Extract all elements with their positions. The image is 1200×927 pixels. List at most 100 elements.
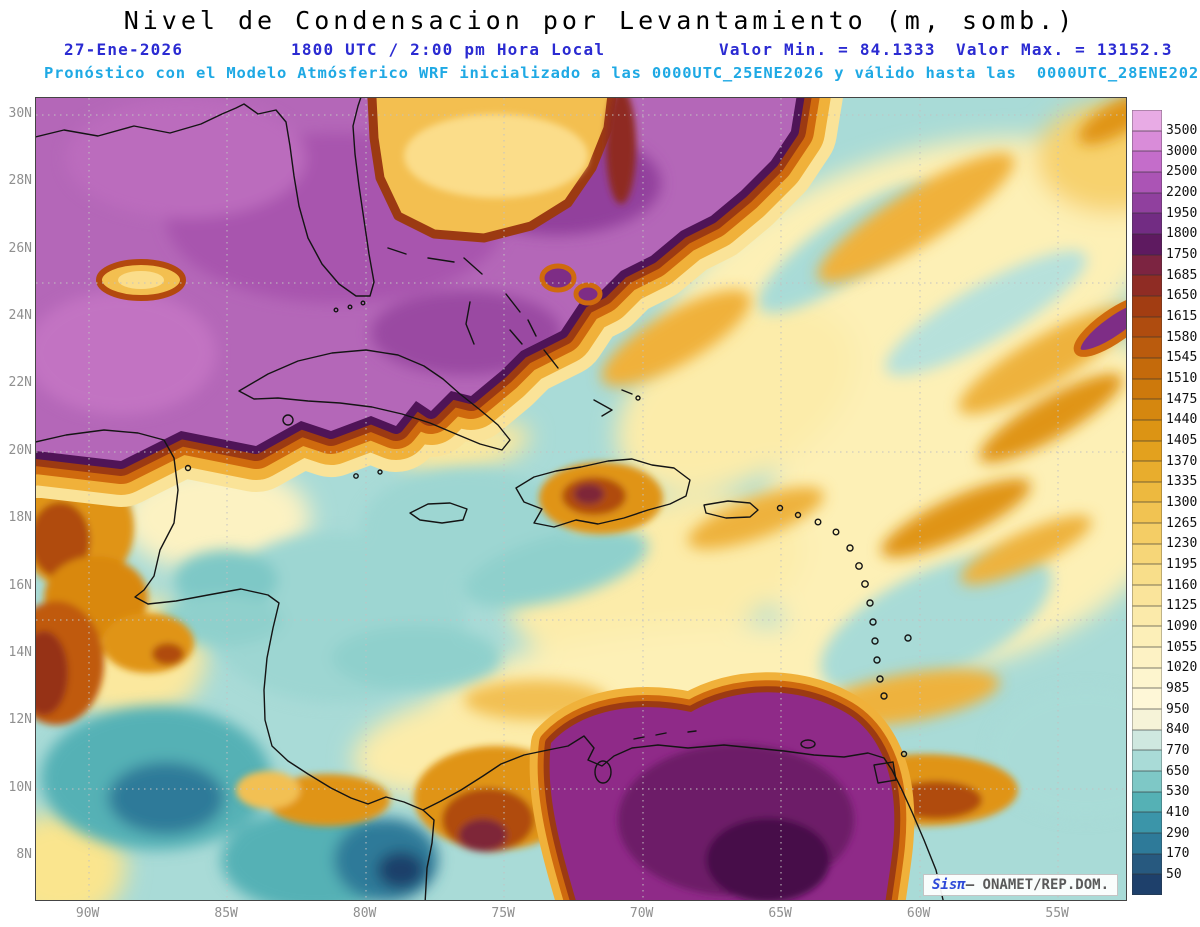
colorbar-level-label: 1370 <box>1166 453 1198 469</box>
colorbar-cell <box>1132 647 1162 668</box>
colorbar-cell <box>1132 502 1162 524</box>
valid-date: 27-Ene-2026 <box>64 40 184 59</box>
colorbar-cell <box>1132 378 1162 400</box>
value-min-label: Valor Min. = 84.1333 <box>719 40 936 59</box>
colorbar-cell <box>1132 254 1162 276</box>
colorbar-level-label: 1750 <box>1166 247 1198 263</box>
colorbar-level-label: 985 <box>1166 680 1190 696</box>
colorbar-level-label: 1685 <box>1166 267 1198 283</box>
colorbar-level-label: 1800 <box>1166 226 1198 242</box>
lon-tick-label: 75W <box>491 906 515 921</box>
lat-tick-label: 16N <box>8 577 32 593</box>
colorbar-level-label: 1020 <box>1166 660 1198 676</box>
colorbar-cell <box>1132 337 1162 358</box>
enclave-features <box>96 98 1126 357</box>
watermark-suffix: – ONAMET/REP.DOM. <box>965 877 1109 893</box>
colorbar-level-label: 530 <box>1166 784 1190 800</box>
colorbar-cell <box>1132 233 1162 255</box>
map-frame: Sisπ– ONAMET/REP.DOM. <box>35 97 1127 901</box>
colorbar-cell <box>1132 399 1162 420</box>
colorbar-level-label: 1580 <box>1166 329 1198 345</box>
lat-tick-label: 24N <box>8 308 32 324</box>
colorbar-level-label: 1545 <box>1166 350 1198 366</box>
colorbar-cell <box>1132 709 1162 730</box>
lon-tick-label: 85W <box>214 906 238 921</box>
colorbar-level-label: 1615 <box>1166 309 1198 325</box>
colorbar-cell <box>1132 667 1162 689</box>
colorbar-level-label: 1090 <box>1166 618 1198 634</box>
colorbar-cell <box>1132 295 1162 317</box>
colorbar-cell <box>1132 812 1162 833</box>
colorbar-cell <box>1132 316 1162 338</box>
colorbar-cell <box>1132 853 1162 875</box>
colorbar-cell <box>1132 440 1162 462</box>
lon-tick-label: 80W <box>352 906 377 921</box>
colorbar-cell <box>1132 357 1162 379</box>
header-line2: 27-Ene-2026 1800 UTC / 2:00 pm Hora Loca… <box>0 40 1200 62</box>
colorbar-cell <box>1132 110 1162 131</box>
colorbar-cell <box>1132 750 1162 771</box>
valid-time: 1800 UTC / 2:00 pm Hora Local <box>291 40 606 59</box>
lat-tick-label: 30N <box>8 105 32 121</box>
colorbar-cell <box>1132 626 1162 648</box>
lon-tick-label: 65W <box>768 906 792 921</box>
lat-tick-label: 8N <box>16 847 32 863</box>
coastlines <box>36 98 944 900</box>
colorbar-level-label: 1265 <box>1166 515 1198 531</box>
lon-tick-label: 60W <box>906 906 931 921</box>
watermark: Sisπ– ONAMET/REP.DOM. <box>922 874 1118 896</box>
colorbar-level-label: 840 <box>1166 722 1190 738</box>
colorbar-level-label: 1335 <box>1166 474 1198 490</box>
northwest-purple-region <box>36 98 843 507</box>
colorbar-level-label: 1440 <box>1166 412 1198 428</box>
colorbar-level-label: 1405 <box>1166 433 1198 449</box>
colorbar-cell <box>1132 874 1162 895</box>
colorbar-level-label: 1475 <box>1166 391 1198 407</box>
lat-tick-label: 20N <box>8 442 32 458</box>
lat-tick-label: 28N <box>8 173 32 189</box>
page-title: Nivel de Condensacion por Levantamiento … <box>123 6 1077 35</box>
south-purple-region <box>529 672 915 900</box>
colorbar-level-label: 3000 <box>1166 143 1198 159</box>
colorbar-level-label: 1230 <box>1166 536 1198 552</box>
colorbar-level-label: 1510 <box>1166 371 1198 387</box>
colorbar-level-label: 1125 <box>1166 598 1198 614</box>
colorbar-cell <box>1132 832 1162 854</box>
colorbar-level-label: 650 <box>1166 763 1190 779</box>
colorbar <box>1132 110 1162 895</box>
colorbar-cell <box>1132 151 1162 172</box>
colorbar-cell <box>1132 605 1162 627</box>
colorbar-level-label: 1950 <box>1166 205 1198 221</box>
lon-tick-label: 90W <box>75 906 100 921</box>
lat-tick-label: 22N <box>8 375 32 391</box>
colorbar-level-label: 410 <box>1166 804 1190 820</box>
colorbar-level-label: 2500 <box>1166 164 1198 180</box>
colorbar-level-label: 1300 <box>1166 495 1198 510</box>
colorbar-cell <box>1132 585 1162 606</box>
lat-tick-label: 14N <box>8 645 32 661</box>
colorbar-level-label: 1160 <box>1166 577 1198 593</box>
colorbar-cell <box>1132 771 1162 792</box>
lon-tick-label: 70W <box>629 906 654 921</box>
colorbar-cell <box>1132 564 1162 586</box>
forecast-note: Pronóstico con el Modelo Atmósferico WRF… <box>44 64 1200 82</box>
colorbar-cell <box>1132 543 1162 565</box>
colorbar-cell <box>1132 791 1162 813</box>
colorbar-level-label: 1650 <box>1166 288 1198 304</box>
colorbar-level-label: 1195 <box>1166 556 1198 572</box>
colorbar-level-label: 50 <box>1166 866 1182 882</box>
colorbar-cell <box>1132 130 1162 152</box>
lat-tick-label: 26N <box>8 240 32 256</box>
colorbar-cell <box>1132 688 1162 710</box>
colorbar-cell <box>1132 419 1162 441</box>
colorbar-cell <box>1132 481 1162 503</box>
colorbar-level-label: 290 <box>1166 825 1190 841</box>
colorbar-cell <box>1132 729 1162 751</box>
colorbar-level-label: 770 <box>1166 742 1190 758</box>
colorbar-cell <box>1132 523 1162 544</box>
lat-tick-label: 18N <box>8 510 32 526</box>
lon-tick-label: 55W <box>1045 906 1069 921</box>
watermark-brand: Sisπ <box>931 877 966 893</box>
value-max-label: Valor Max. = 13152.3 <box>956 40 1173 59</box>
colorbar-level-label: 2200 <box>1166 185 1198 201</box>
